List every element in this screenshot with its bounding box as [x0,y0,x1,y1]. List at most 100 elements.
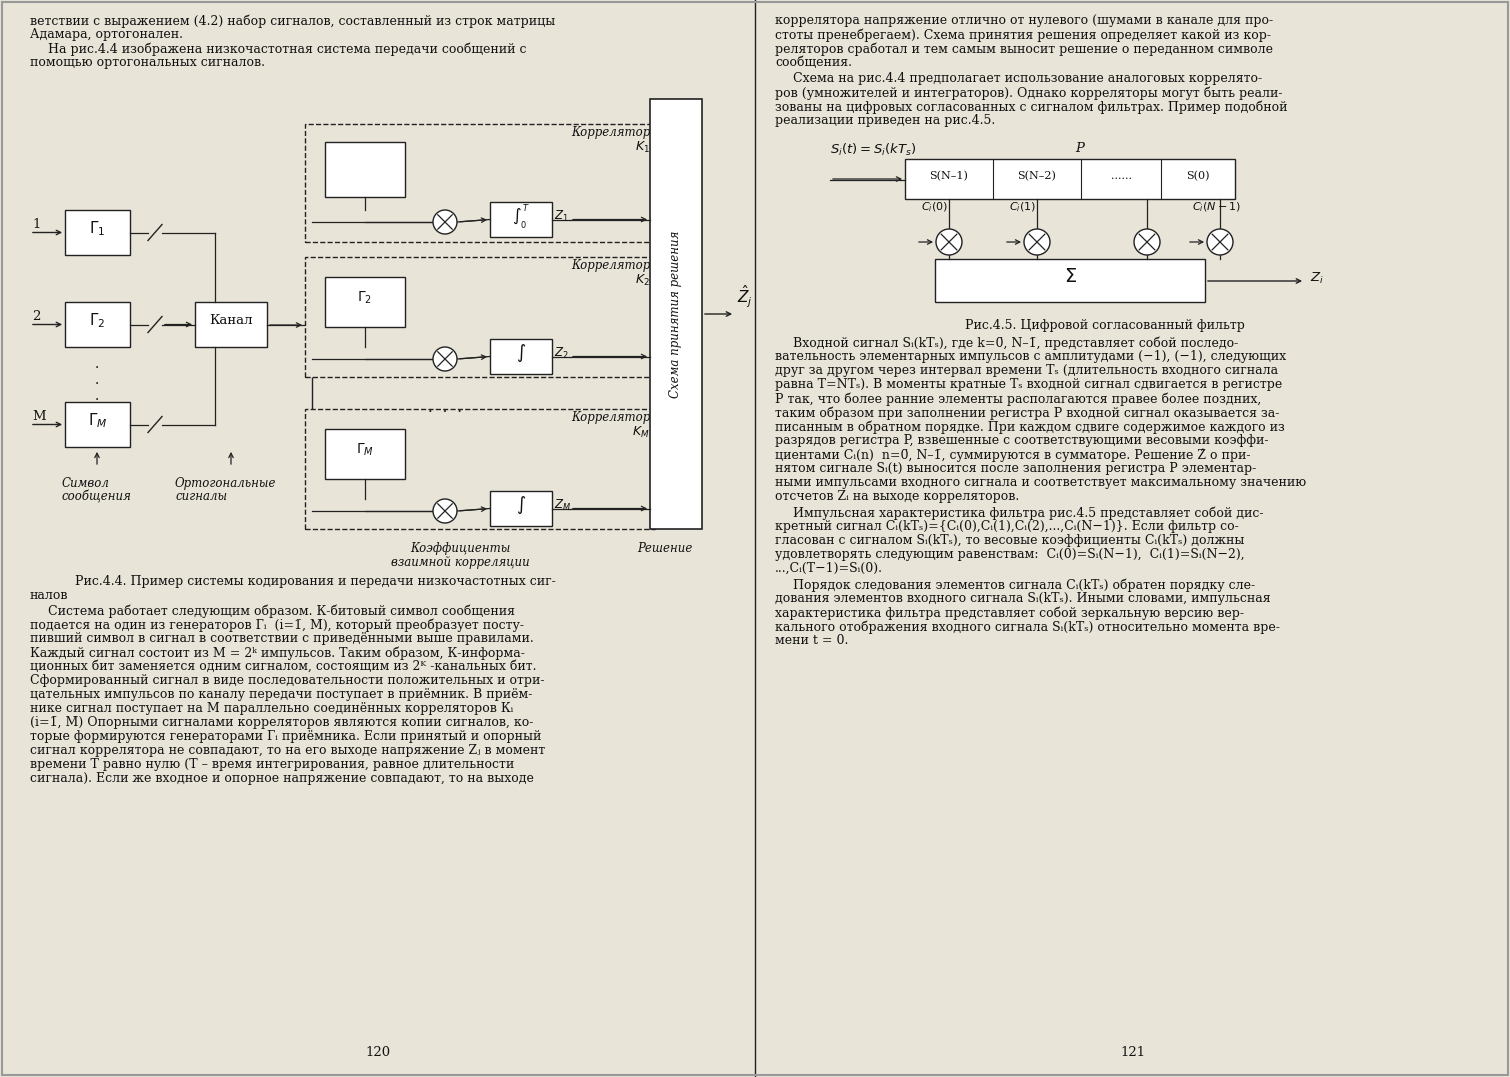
Text: Схема на рис.4.4 предполагает использование аналоговых коррелято-: Схема на рис.4.4 предполагает использова… [793,72,1262,85]
Text: сообщения.: сообщения. [775,56,852,69]
Text: Схема принятия решения: Схема принятия решения [669,230,683,397]
Text: подается на один из генераторов Гᵢ  (i=1̄, M̄), который преобразует посту-: подается на один из генераторов Гᵢ (i=1̄… [30,618,524,631]
Bar [935,258,1205,302]
Bar [904,159,1235,199]
Bar [305,409,655,529]
Text: ·  ·  ·: · · · [427,405,462,419]
Text: нятом сигнале Sᵢ(t) выносится после заполнения регистра P элементар-: нятом сигнале Sᵢ(t) выносится после запо… [775,462,1256,475]
Text: ными импульсами входного сигнала и соответствует максимальному значению: ными импульсами входного сигнала и соотв… [775,476,1306,489]
Text: ционных бит заменяется одним сигналом, состоящим из 2ᴷ -канальных бит.: ционных бит заменяется одним сигналом, с… [30,660,536,673]
Text: сигнал коррелятора не совпадают, то на его выходе напряжение Zⱼ в момент: сигнал коррелятора не совпадают, то на е… [30,744,545,757]
Text: 120: 120 [365,1046,391,1059]
Text: торые формируются генераторами Гᵢ приёмника. Если принятый и опорный: торые формируются генераторами Гᵢ приёмн… [30,730,542,743]
Text: Входной сигнал Sᵢ(kTₛ), где k=0̄, N–1̄, представляет собой последо-: Входной сигнал Sᵢ(kTₛ), где k=0̄, N–1̄, … [793,336,1238,350]
Text: дования элементов входного сигнала Sᵢ(kTₛ). Иными словами, импульсная: дования элементов входного сигнала Sᵢ(kT… [775,592,1270,605]
Bar [305,124,655,242]
Text: S(N–1): S(N–1) [930,171,968,181]
Text: $\int$: $\int$ [516,494,525,517]
Text: $K_M$: $K_M$ [633,425,649,440]
Text: равна T=NTₛ). В моменты кратные Tₛ входной сигнал сдвигается в регистре: равна T=NTₛ). В моменты кратные Tₛ входн… [775,378,1282,391]
Text: нике сигнал поступает на М параллельно соединённых корреляторов Кᵢ: нике сигнал поступает на М параллельно с… [30,702,513,715]
Text: сигналы: сигналы [175,490,226,503]
Text: Сформированный сигнал в виде последовательности положительных и отри-: Сформированный сигнал в виде последовате… [30,674,545,687]
Text: $Z_i$: $Z_i$ [1311,270,1324,285]
Bar [325,429,405,479]
Text: писанным в обратном порядке. При каждом сдвиге содержимое каждого из: писанным в обратном порядке. При каждом … [775,420,1285,434]
Text: M: M [32,409,45,422]
Text: $K_2$: $K_2$ [636,272,649,289]
Text: S(N–2): S(N–2) [1018,171,1057,181]
Text: цательных импульсов по каналу передачи поступает в приёмник. В приём-: цательных импульсов по каналу передачи п… [30,688,533,701]
Text: Адамара, ортогонален.: Адамара, ортогонален. [30,28,183,41]
Text: $C_i(0)$: $C_i(0)$ [921,200,948,214]
Text: помощью ортогональных сигналов.: помощью ортогональных сигналов. [30,56,264,69]
Circle shape [433,499,458,523]
Text: Каждый сигнал состоит из М = 2ᵏ импульсов. Таким образом, К-информа-: Каждый сигнал состоит из М = 2ᵏ импульсо… [30,646,525,659]
Bar [325,142,405,197]
Text: (i=1̄, M̄) Опорными сигналами корреляторов являются копии сигналов, ко-: (i=1̄, M̄) Опорными сигналами коррелятор… [30,716,533,729]
Text: ...,Cᵢ(T−1)=Sᵢ(0).: ...,Cᵢ(T−1)=Sᵢ(0). [775,562,883,575]
Text: Коррелятор: Коррелятор [571,258,649,272]
Text: гласован с сигналом Sᵢ(kTₛ), то весовые коэффициенты Cᵢ(kTₛ) должны: гласован с сигналом Sᵢ(kTₛ), то весовые … [775,534,1244,547]
Text: $S_i(t) = S_i(kT_s)$: $S_i(t) = S_i(kT_s)$ [831,142,917,158]
Text: налов: налов [30,589,68,602]
Text: разрядов регистра P, взвешенные с соответствующими весовыми коэффи-: разрядов регистра P, взвешенные с соотве… [775,434,1268,447]
Text: P: P [1075,142,1084,155]
Text: $C_i(N-1)$: $C_i(N-1)$ [1191,200,1241,214]
Text: Канал: Канал [210,314,252,327]
Circle shape [1134,229,1160,255]
Text: $Z_M$: $Z_M$ [554,498,571,513]
Text: $\int_0^T$: $\int_0^T$ [512,202,530,230]
Bar [305,257,655,377]
Bar [195,302,267,347]
Text: ров (умножителей и интеграторов). Однако корреляторы могут быть реали-: ров (умножителей и интеграторов). Однако… [775,86,1282,99]
Circle shape [433,347,458,370]
Text: Коэффициенты: Коэффициенты [409,542,510,555]
Text: характеристика фильтра представляет собой зеркальную версию вер-: характеристика фильтра представляет собо… [775,606,1244,619]
Text: 121: 121 [1120,1046,1146,1059]
Text: $\hat{Z}_j$: $\hat{Z}_j$ [737,283,753,310]
Bar [65,210,130,255]
Text: 1: 1 [32,218,41,230]
Text: вательность элементарных импульсов с амплитудами (−1), (−1), следующих: вательность элементарных импульсов с амп… [775,350,1287,363]
Text: пивший символ в сигнал в соответствии с приведёнными выше правилами.: пивший символ в сигнал в соответствии с … [30,632,533,645]
Text: таким образом при заполнении регистра P входной сигнал оказывается за-: таким образом при заполнении регистра P … [775,406,1279,420]
Text: Порядок следования элементов сигнала Cᵢ(kTₛ) обратен порядку сле-: Порядок следования элементов сигнала Cᵢ(… [793,578,1255,591]
Circle shape [936,229,962,255]
Text: $\Gamma_2$: $\Gamma_2$ [358,290,373,306]
Text: $\Gamma_M$: $\Gamma_M$ [356,442,374,458]
Text: $C_i(1)$: $C_i(1)$ [1009,200,1036,214]
Circle shape [1024,229,1049,255]
Text: зованы на цифровых согласованных с сигналом фильтрах. Пример подобной: зованы на цифровых согласованных с сигна… [775,100,1288,113]
Bar [491,491,553,526]
Text: Коррелятор: Коррелятор [571,126,649,139]
Text: кального отображения входного сигнала Sᵢ(kTₛ) относительно момента вре-: кального отображения входного сигнала Sᵢ… [775,620,1280,633]
Text: отсчетов Zᵢ на выходе корреляторов.: отсчетов Zᵢ на выходе корреляторов. [775,490,1019,503]
Text: P так, что более ранние элементы располагаются правее более поздних,: P так, что более ранние элементы распола… [775,392,1261,406]
Text: 2: 2 [32,309,41,322]
Text: $\Gamma_1$: $\Gamma_1$ [89,219,106,238]
Text: мени t = 0.: мени t = 0. [775,634,849,647]
Bar [325,277,405,327]
Text: стоты пренебрегаем). Схема принятия решения определяет какой из кор-: стоты пренебрегаем). Схема принятия реше… [775,28,1271,42]
Text: $\Gamma_M$: $\Gamma_M$ [88,411,107,430]
Text: Система работает следующим образом. К-битовый символ сообщения: Система работает следующим образом. К-би… [48,604,515,617]
Text: реализации приведен на рис.4.5.: реализации приведен на рис.4.5. [775,114,995,127]
Text: Импульсная характеристика фильтра рис.4.5 представляет собой дис-: Импульсная характеристика фильтра рис.4.… [793,506,1264,519]
Text: $\Sigma$: $\Sigma$ [1063,268,1077,286]
Text: $\int$: $\int$ [516,342,525,364]
Text: кретный сигнал Cᵢ(kTₛ)={Cᵢ(0),Cᵢ(1),Cᵢ(2),...,Cᵢ(N−1)}. Если фильтр со-: кретный сигнал Cᵢ(kTₛ)={Cᵢ(0),Cᵢ(1),Cᵢ(2… [775,520,1238,533]
Text: $Z_2$: $Z_2$ [554,346,569,361]
Bar [491,202,553,237]
Text: Коррелятор: Коррелятор [571,411,649,424]
Text: $K_1$: $K_1$ [636,140,649,155]
Text: удовлетворять следующим равенствам:  Cᵢ(0)=Sᵢ(N−1),  Cᵢ(1)=Sᵢ(N−2),: удовлетворять следующим равенствам: Cᵢ(0… [775,548,1244,561]
Text: Рис.4.4. Пример системы кодирования и передачи низкочастотных сиг-: Рис.4.4. Пример системы кодирования и пе… [76,575,556,588]
Text: $\Gamma_2$: $\Gamma_2$ [89,311,106,330]
Text: На рис.4.4 изображена низкочастотная система передачи сообщений с: На рис.4.4 изображена низкочастотная сис… [48,42,527,56]
Circle shape [433,210,458,234]
Text: взаимной корреляции: взаимной корреляции [391,556,530,569]
Text: Ортогональные: Ортогональные [175,477,276,490]
Bar [491,339,553,374]
Text: друг за другом через интервал времени Tₛ (длительность входного сигнала: друг за другом через интервал времени Tₛ… [775,364,1277,377]
